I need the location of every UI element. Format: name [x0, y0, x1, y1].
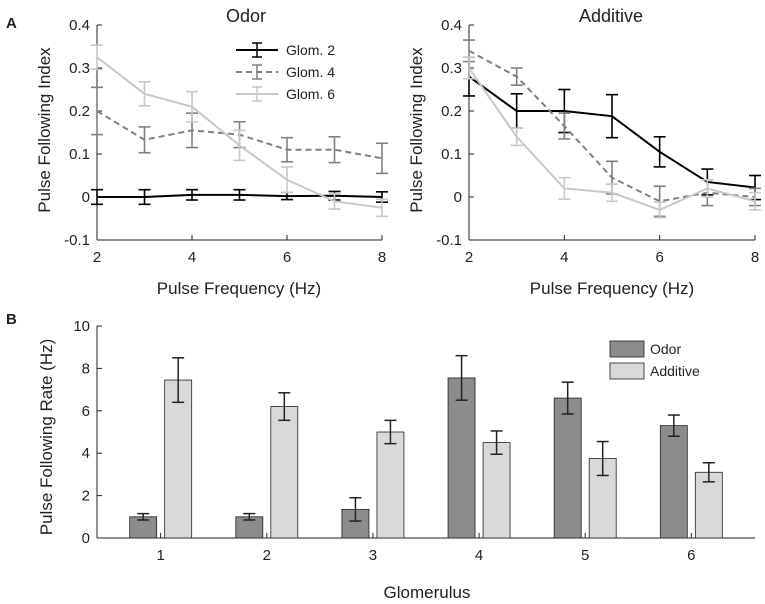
- bar-x-tick-label: 3: [369, 547, 377, 564]
- additive-y-axis-label: Pulse Following Index: [407, 47, 426, 213]
- bar-additive-glom-2: [270, 406, 299, 539]
- additive-y-tick-label: 0.4: [441, 17, 462, 34]
- bar-x-tick-label: 6: [687, 547, 695, 564]
- bar-y-axis-label: Pulse Following Rate (Hz): [37, 339, 56, 536]
- additive-x-tick-label: 6: [655, 249, 663, 266]
- bar-additive-glom-3: [376, 431, 405, 539]
- additive-y-tick-label: 0.2: [441, 103, 462, 120]
- panel-label-b: B: [6, 311, 17, 328]
- bar-y-tick-label: 8: [82, 360, 90, 377]
- bar-additive-glom-4: [482, 442, 511, 539]
- bar-additive-glom-6: [694, 471, 723, 539]
- additive-x-tick-label: 4: [560, 249, 568, 266]
- odor-y-tick-label: 0.3: [69, 60, 90, 77]
- odor-x-tick-label: 2: [93, 249, 101, 266]
- additive-line-chart: Additive Pulse Frequency (Hz) Pulse Foll…: [407, 6, 761, 298]
- bar-x-tick-label: 4: [475, 547, 483, 564]
- additive-x-axis-label: Pulse Frequency (Hz): [530, 279, 694, 298]
- bar-odor-glom-4: [447, 377, 476, 539]
- odor-y-tick-label: 0.1: [69, 146, 90, 163]
- odor-x-tick-label: 4: [188, 249, 196, 266]
- legend-odor-label: Odor: [650, 341, 681, 357]
- bar-y-tick-label: 10: [73, 318, 90, 335]
- additive-y-tick-label: -0.1: [436, 232, 462, 249]
- odor-series: [91, 44, 388, 218]
- additive-series: [463, 39, 761, 219]
- legend-glom6-label: Glom. 6: [286, 86, 335, 102]
- additive-y-tick-label: 0.1: [441, 146, 462, 163]
- additive-x-tick-label: 8: [751, 249, 759, 266]
- odor-y-tick-label: 0.2: [69, 103, 90, 120]
- bar-x-tick-label: 1: [157, 547, 165, 564]
- odor-y-tick-label: 0: [82, 189, 90, 206]
- additive-chart-title: Additive: [579, 6, 643, 26]
- bar-x-axis-label: Glomerulus: [384, 583, 471, 602]
- panel-label-a: A: [6, 15, 17, 32]
- odor-y-tick-label: 0.4: [69, 17, 90, 34]
- legend-glom2-label: Glom. 2: [286, 42, 335, 58]
- bar-y-tick-label: 0: [82, 530, 90, 547]
- additive-axes: 2 4 6 8 -0.1 0 0.1 0.2 0.3 0.4: [436, 17, 759, 266]
- odor-y-tick-label: -0.1: [64, 232, 90, 249]
- odor-x-tick-label: 6: [283, 249, 291, 266]
- bar-odor-glom-6: [659, 425, 688, 539]
- odor-axes: 2 4 6 8 -0.1 0 0.1 0.2 0.3 0.4: [64, 17, 386, 266]
- bar-y-tick-label: 4: [82, 445, 90, 462]
- odor-y-axis-label: Pulse Following Index: [35, 47, 54, 213]
- bar-legend: Odor Additive: [609, 340, 700, 380]
- odor-legend: Glom. 2 Glom. 4 Glom. 6: [225, 34, 382, 104]
- additive-x-tick-label: 2: [465, 249, 473, 266]
- legend-glom4-label: Glom. 4: [286, 64, 335, 80]
- odor-line-chart: Odor Pulse Frequency (Hz) Pulse Followin…: [35, 6, 388, 298]
- odor-x-tick-label: 8: [378, 249, 386, 266]
- odor-chart-title: Odor: [226, 6, 266, 26]
- glomerulus-bar-chart: Glomerulus Pulse Following Rate (Hz) 0 2 4…: [37, 318, 755, 602]
- bar-y-tick-label: 2: [82, 488, 90, 505]
- legend-additive-label: Additive: [650, 363, 700, 379]
- bar-x-tick-label: 2: [263, 547, 271, 564]
- legend-additive-swatch: [609, 362, 645, 380]
- additive-y-tick-label: 0: [454, 189, 462, 206]
- odor-x-axis-label: Pulse Frequency (Hz): [157, 279, 321, 298]
- bar-x-tick-label: 5: [581, 547, 589, 564]
- legend-box: [225, 34, 382, 104]
- bar-odor-glom-5: [553, 397, 582, 539]
- bar-additive-glom-1: [164, 379, 193, 539]
- additive-y-tick-label: 0.3: [441, 60, 462, 77]
- bar-y-tick-label: 6: [82, 403, 90, 420]
- legend-odor-swatch: [609, 340, 645, 358]
- bar-marks: [129, 354, 723, 539]
